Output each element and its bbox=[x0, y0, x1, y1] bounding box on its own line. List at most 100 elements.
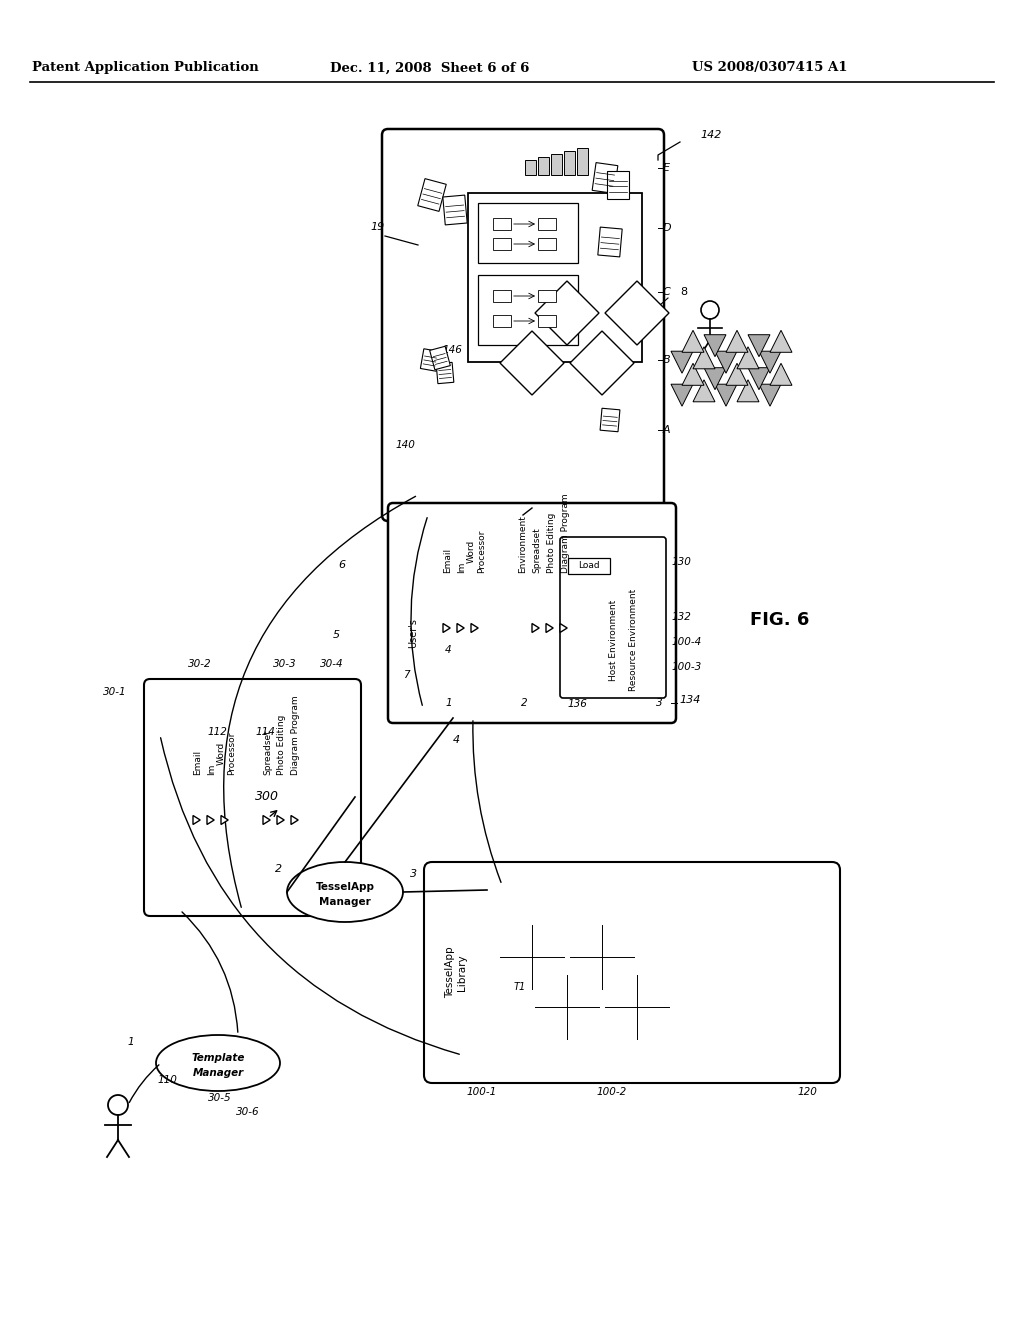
Polygon shape bbox=[715, 384, 737, 407]
Ellipse shape bbox=[156, 1035, 280, 1092]
Text: 3: 3 bbox=[410, 869, 417, 879]
Text: 6: 6 bbox=[338, 560, 345, 570]
Text: Patent Application Publication: Patent Application Publication bbox=[32, 62, 258, 74]
Text: 132: 132 bbox=[671, 612, 691, 622]
Polygon shape bbox=[705, 368, 726, 389]
Text: TesselApp: TesselApp bbox=[445, 946, 455, 998]
Polygon shape bbox=[436, 363, 454, 384]
Bar bbox=[568, 558, 610, 574]
FancyBboxPatch shape bbox=[382, 129, 664, 521]
Polygon shape bbox=[442, 195, 467, 224]
Text: Load: Load bbox=[579, 561, 600, 570]
Text: 19: 19 bbox=[370, 222, 384, 232]
Polygon shape bbox=[443, 623, 451, 632]
Text: 8: 8 bbox=[680, 286, 687, 297]
Text: 112: 112 bbox=[208, 727, 228, 737]
Bar bbox=[538, 157, 549, 176]
Text: Word
Processor: Word Processor bbox=[466, 529, 485, 573]
Polygon shape bbox=[770, 363, 792, 385]
Text: US 2008/0307415 A1: US 2008/0307415 A1 bbox=[692, 62, 848, 74]
Polygon shape bbox=[726, 330, 748, 352]
Polygon shape bbox=[592, 162, 617, 194]
Text: 136: 136 bbox=[568, 700, 588, 709]
Bar bbox=[493, 290, 511, 302]
FancyBboxPatch shape bbox=[468, 193, 642, 362]
Text: 130: 130 bbox=[671, 557, 691, 568]
FancyBboxPatch shape bbox=[144, 678, 361, 916]
Text: 1: 1 bbox=[445, 698, 452, 708]
Text: 100-3: 100-3 bbox=[671, 663, 701, 672]
Text: Host Environment: Host Environment bbox=[608, 599, 617, 681]
Text: Word
Processor: Word Processor bbox=[216, 731, 236, 775]
Text: 146: 146 bbox=[442, 345, 462, 355]
Polygon shape bbox=[418, 178, 446, 211]
Polygon shape bbox=[705, 335, 726, 356]
Text: D: D bbox=[663, 223, 672, 234]
Text: 142: 142 bbox=[700, 129, 721, 140]
Text: Im: Im bbox=[458, 561, 467, 573]
Bar bbox=[538, 290, 556, 302]
Polygon shape bbox=[221, 816, 228, 825]
Polygon shape bbox=[671, 384, 693, 407]
Bar bbox=[538, 315, 556, 327]
Text: FIG. 6: FIG. 6 bbox=[751, 611, 810, 630]
Text: TesselApp: TesselApp bbox=[315, 882, 375, 892]
Bar bbox=[493, 238, 511, 249]
Text: 100-1: 100-1 bbox=[467, 1086, 497, 1097]
Polygon shape bbox=[682, 363, 705, 385]
Polygon shape bbox=[291, 816, 298, 825]
Text: 30-6: 30-6 bbox=[236, 1107, 260, 1117]
Polygon shape bbox=[570, 331, 634, 395]
Text: Photo Editing: Photo Editing bbox=[547, 512, 555, 573]
Text: 140: 140 bbox=[395, 440, 415, 450]
Text: Spreadset: Spreadset bbox=[263, 729, 272, 775]
Text: A: A bbox=[663, 425, 671, 436]
Text: Im: Im bbox=[208, 764, 216, 775]
Text: 110: 110 bbox=[158, 1074, 178, 1085]
Bar bbox=[538, 218, 556, 230]
Text: 30-3: 30-3 bbox=[273, 659, 297, 669]
Bar bbox=[493, 218, 511, 230]
Polygon shape bbox=[598, 227, 623, 257]
Polygon shape bbox=[600, 408, 620, 432]
Bar bbox=[493, 315, 511, 327]
FancyBboxPatch shape bbox=[388, 503, 676, 723]
Text: Manager: Manager bbox=[193, 1068, 244, 1078]
Circle shape bbox=[108, 1096, 128, 1115]
Text: Environment: Environment bbox=[518, 515, 527, 573]
FancyBboxPatch shape bbox=[424, 862, 840, 1082]
Bar bbox=[538, 238, 556, 249]
Text: 2: 2 bbox=[521, 698, 527, 708]
Text: 2: 2 bbox=[275, 865, 283, 874]
Text: 114: 114 bbox=[255, 727, 274, 737]
Text: B: B bbox=[663, 355, 671, 366]
Text: Diagram Program: Diagram Program bbox=[560, 494, 569, 573]
Polygon shape bbox=[693, 380, 715, 401]
Text: Manager: Manager bbox=[319, 898, 371, 907]
Bar bbox=[564, 150, 575, 176]
Text: 300: 300 bbox=[255, 789, 279, 803]
FancyBboxPatch shape bbox=[560, 537, 666, 698]
Text: E: E bbox=[663, 162, 670, 173]
Polygon shape bbox=[471, 623, 478, 632]
Text: Diagram Program: Diagram Program bbox=[292, 696, 300, 775]
Text: Spreadset: Spreadset bbox=[532, 527, 542, 573]
Polygon shape bbox=[421, 348, 439, 371]
Bar bbox=[478, 275, 578, 345]
Text: 100-2: 100-2 bbox=[597, 1086, 627, 1097]
Bar bbox=[577, 148, 588, 176]
Polygon shape bbox=[500, 331, 564, 395]
Polygon shape bbox=[737, 347, 759, 368]
Polygon shape bbox=[207, 816, 214, 825]
Text: 1: 1 bbox=[128, 1038, 134, 1047]
Text: 100-4: 100-4 bbox=[671, 638, 701, 647]
Text: 7: 7 bbox=[403, 671, 410, 680]
Text: Dec. 11, 2008  Sheet 6 of 6: Dec. 11, 2008 Sheet 6 of 6 bbox=[331, 62, 529, 74]
Polygon shape bbox=[759, 351, 781, 374]
Polygon shape bbox=[770, 330, 792, 352]
Text: 30-2: 30-2 bbox=[188, 659, 212, 669]
Text: T1: T1 bbox=[514, 982, 526, 993]
Ellipse shape bbox=[287, 862, 403, 921]
Polygon shape bbox=[726, 363, 748, 385]
Text: 5: 5 bbox=[333, 630, 340, 640]
